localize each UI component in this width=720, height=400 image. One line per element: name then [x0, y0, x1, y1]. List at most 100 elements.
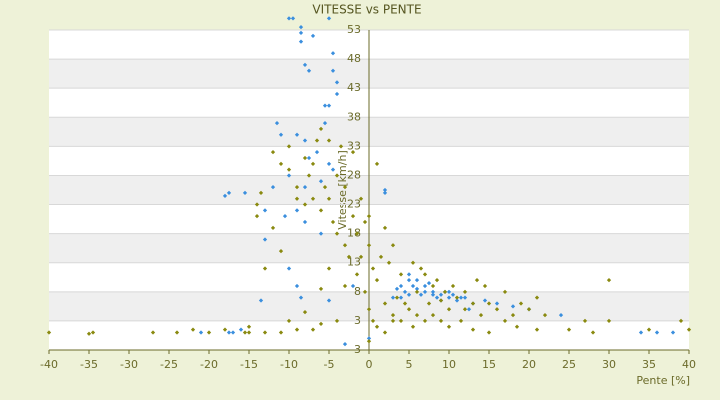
scatter-point	[414, 312, 420, 318]
scatter-point	[286, 318, 292, 324]
scatter-point	[358, 254, 364, 260]
scatter-point	[654, 330, 660, 335]
scatter-point	[254, 202, 260, 207]
scatter-point	[238, 327, 244, 332]
scatter-point	[286, 266, 292, 271]
scatter-point	[262, 266, 268, 271]
scatter-point	[222, 193, 228, 198]
scatter-point	[378, 254, 384, 260]
scatter-point	[334, 231, 340, 236]
scatter-point	[258, 298, 264, 303]
scatter-point	[282, 214, 288, 219]
scatter-point	[310, 327, 316, 332]
scatter-point	[686, 327, 692, 332]
scatter-point	[286, 167, 292, 172]
scatter-point	[390, 243, 396, 248]
scatter-point	[286, 173, 292, 178]
scatter-point	[534, 327, 540, 332]
scatter-point	[418, 266, 424, 271]
scatter-point	[446, 295, 452, 300]
scatter-point	[366, 339, 372, 344]
scatter-point	[318, 321, 324, 326]
scatter-point	[270, 150, 276, 155]
scatter-point	[542, 312, 548, 318]
scatter-point	[458, 318, 464, 324]
scatter-point	[190, 327, 196, 332]
scatter-point	[558, 312, 564, 318]
scatter-point	[446, 324, 452, 329]
scatter-point	[326, 138, 332, 143]
scatter-point	[426, 301, 432, 306]
scatter-point	[150, 330, 156, 335]
scatter-point	[486, 330, 492, 335]
scatter-point	[246, 330, 252, 335]
x-tick-label: -15	[240, 358, 258, 371]
scatter-point	[358, 196, 364, 201]
scatter-point	[398, 272, 404, 277]
scatter-point	[354, 231, 360, 236]
scatter-point	[222, 327, 228, 332]
scatter-point	[422, 283, 428, 289]
scatter-point	[302, 184, 308, 190]
scatter-point	[198, 330, 204, 335]
scatter-point	[390, 318, 396, 324]
scatter-point	[230, 330, 236, 335]
scatter-point	[382, 225, 388, 230]
y-tick-label: 13	[347, 256, 361, 269]
scatter-point	[302, 202, 308, 207]
scatter-point	[306, 155, 312, 161]
scatter-point	[430, 289, 436, 294]
x-axis-title: Pente [%]	[636, 374, 690, 387]
scatter-point	[462, 289, 468, 294]
scatter-point	[482, 298, 488, 303]
scatter-point	[342, 283, 348, 289]
scatter-point	[318, 286, 324, 292]
scatter-point	[494, 301, 500, 306]
scatter-point	[290, 16, 296, 21]
scatter-point	[278, 248, 284, 254]
scatter-point	[458, 295, 464, 300]
scatter-point	[350, 150, 356, 155]
scatter-point	[318, 179, 324, 184]
scatter-point	[330, 219, 336, 225]
scatter-point	[374, 324, 380, 329]
scatter-point	[502, 289, 508, 294]
x-tick-label: -5	[324, 358, 335, 371]
scatter-point	[302, 138, 308, 143]
scatter-point	[410, 324, 416, 329]
scatter-point	[414, 278, 420, 283]
scatter-point	[430, 312, 436, 318]
scatter-point	[350, 214, 356, 219]
scatter-point	[426, 280, 432, 286]
scatter-point	[326, 161, 332, 166]
scatter-point	[326, 266, 332, 271]
scatter-point	[590, 330, 596, 335]
scatter-point	[326, 298, 332, 303]
scatter-point	[606, 318, 612, 324]
scatter-point	[394, 286, 400, 292]
scatter-point	[294, 184, 300, 190]
scatter-point	[270, 225, 276, 230]
scatter-point	[450, 283, 456, 289]
scatter-point	[398, 283, 404, 289]
scatter-point	[422, 272, 428, 277]
x-tick-label: -25	[160, 358, 178, 371]
scatter-point	[582, 318, 588, 324]
x-tick-label: -30	[120, 358, 138, 371]
scatter-point	[606, 278, 612, 283]
scatter-point	[338, 144, 344, 149]
y-tick-label: 23	[347, 198, 361, 211]
scatter-point	[430, 292, 436, 297]
scatter-point	[390, 312, 396, 318]
scatter-point	[418, 292, 424, 297]
scatter-point	[410, 283, 416, 289]
scatter-point	[470, 327, 476, 332]
x-tick-label: 5	[406, 358, 413, 371]
scatter-point	[314, 150, 320, 155]
scatter-point	[366, 214, 372, 219]
scatter-point	[374, 278, 380, 283]
scatter-point	[302, 310, 308, 315]
scatter-point	[438, 318, 444, 324]
scatter-point	[450, 292, 456, 297]
